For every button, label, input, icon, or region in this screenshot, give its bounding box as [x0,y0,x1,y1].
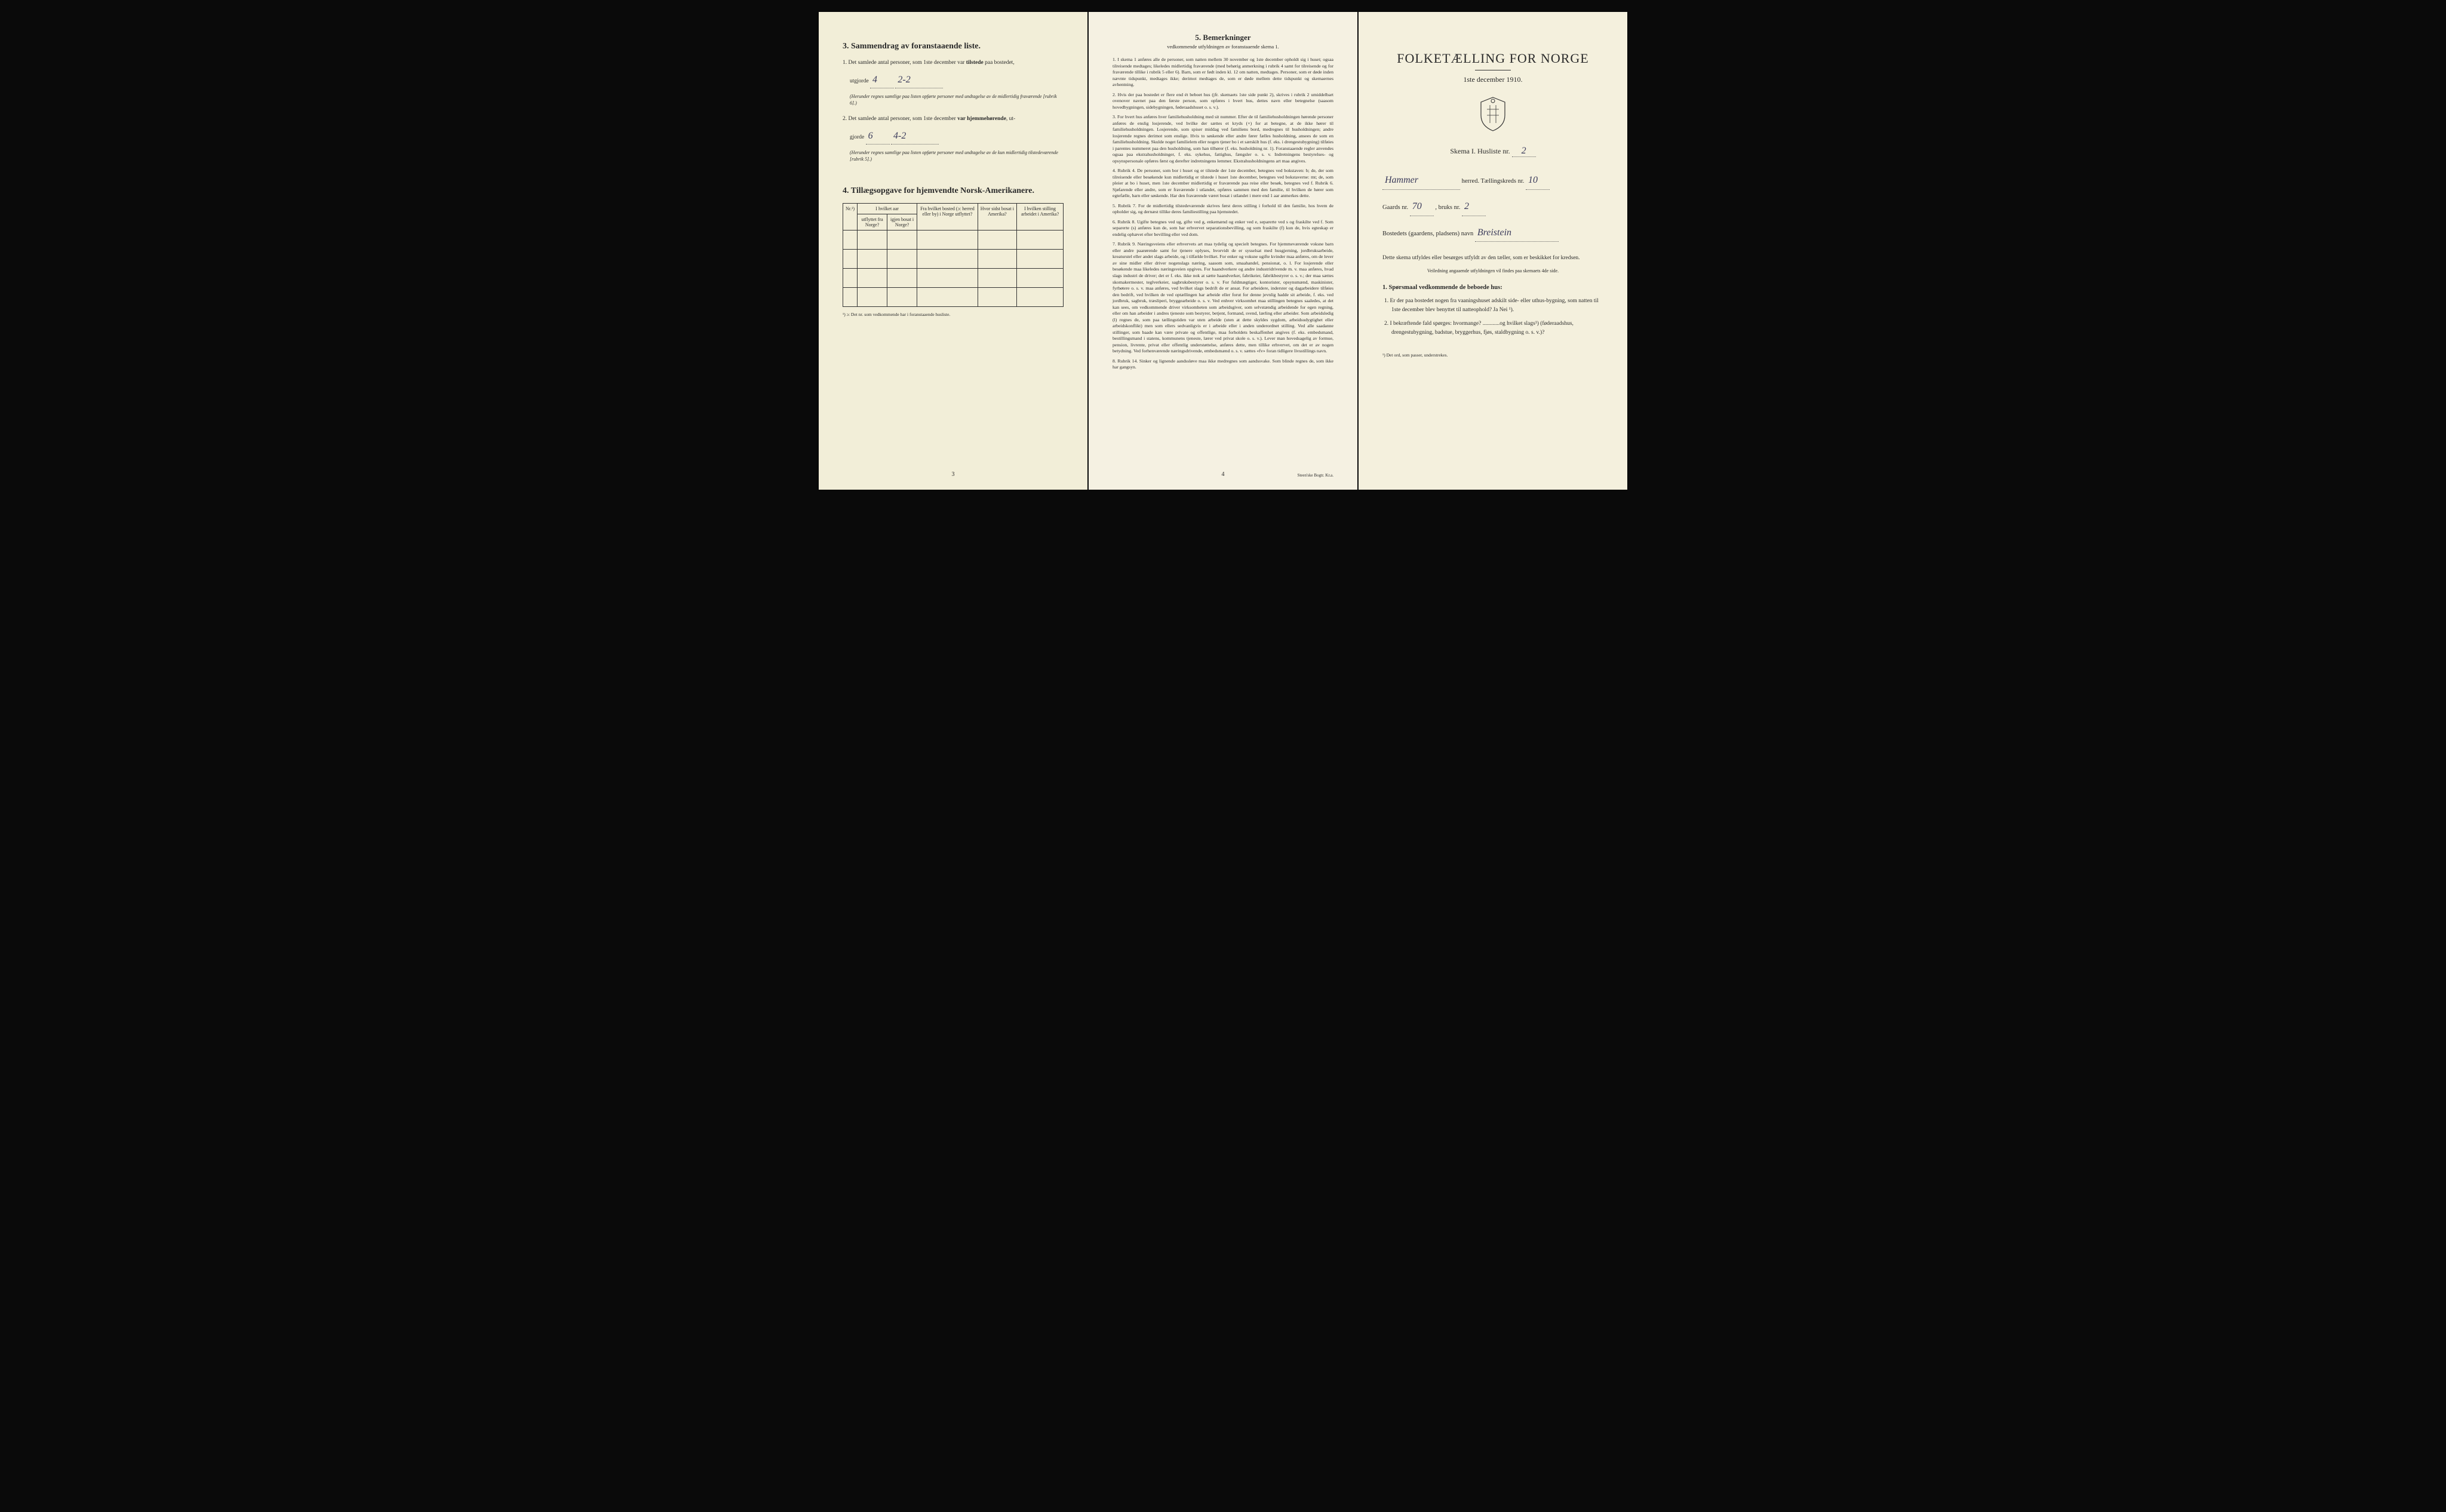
item-1-note: (Herunder regnes samtlige paa listen opf… [850,93,1064,106]
remark-item: 2. Hvis der paa bostedet er flere end ét… [1113,92,1333,111]
skema-line: Skema I. Husliste nr. 2 [1382,146,1603,157]
remark-item: 4. Rubrik 4. De personer, som bor i huse… [1113,168,1333,199]
page-number: 4 [1222,471,1225,478]
item-1: 1. Det samlede antal personer, som 1ste … [843,59,1064,67]
table-row [843,288,1064,307]
question-2: 2. I bekræftende fald spørges: hvormange… [1391,319,1603,337]
description: Dette skema utfyldes eller besørges utfy… [1382,254,1603,263]
section-4-title: 4. Tillægsopgave for hjemvendte Norsk-Am… [843,186,1064,196]
table-row [843,269,1064,288]
remark-item: 6. Rubrik 8. Ugifte betegnes ved ug, gif… [1113,219,1333,238]
remark-item: 3. For hvert hus anføres hver familiehus… [1113,114,1333,164]
question-1: 1. Er der paa bostedet nogen fra vaaning… [1391,297,1603,315]
question-heading: 1. Spørsmaal vedkommende de beboede hus: [1382,284,1603,291]
census-date: 1ste december 1910. [1382,75,1603,84]
gaards-row: Gaards nr. 70 , bruks nr. 2 [1382,198,1603,216]
page-4: 5. Bemerkninger vedkommende utfyldningen… [1089,12,1357,490]
page-1-title: FOLKETÆLLING FOR NORGE 1ste december 191… [1359,12,1627,490]
underline-note: ¹) Det ord, som passer, understrekes. [1382,352,1603,358]
remarks-list: 1. I skema 1 anføres alle de personer, s… [1113,57,1333,371]
remark-item: 1. I skema 1 anføres alle de personer, s… [1113,57,1333,88]
page-number: 3 [952,471,955,478]
emigrant-table: Nr.¹) I hvilket aar Fra hvilket bosted (… [843,203,1064,307]
remark-item: 8. Rubrik 14. Sinker og lignende aandssl… [1113,358,1333,371]
th-aar: I hvilket aar [858,204,917,214]
table-footnote: ¹) ɔ: Det nr. som vedkommende har i fora… [843,312,1064,317]
item-2-note: (Herunder regnes samtlige paa listen opf… [850,149,1064,162]
th-nr: Nr.¹) [843,204,858,231]
guide-text: Veiledning angaaende utfyldningen vil fi… [1382,268,1603,273]
th-bosted: Fra hvilket bosted (ɔ: herred eller by) … [917,204,978,231]
remarks-subtitle: vedkommende utfyldningen av foranstaaend… [1113,44,1333,50]
bosted-row: Bostedets (gaardens, pladsens) navn Brei… [1382,225,1603,242]
document-spread: 3. Sammendrag av foranstaaende liste. 1.… [819,12,1627,490]
th-igjen: igjen bosat i Norge? [887,214,917,231]
coat-of-arms-icon [1382,96,1603,134]
section-3-title: 3. Sammendrag av foranstaaende liste. [843,42,1064,51]
item-2-value: gjorde 6 4-2 [850,128,1064,145]
printer-mark: Steen'ske Bogtr. Kr.a. [1297,473,1333,478]
table-row [843,250,1064,269]
remark-item: 7. Rubrik 9. Næringsveiens eller erhverv… [1113,241,1333,354]
table-row [843,231,1064,250]
item-1-value: utgjorde 4 2-2 [850,72,1064,88]
item-2: 2. Det samlede antal personer, som 1ste … [843,115,1064,124]
page-3: 3. Sammendrag av foranstaaende liste. 1.… [819,12,1087,490]
census-title: FOLKETÆLLING FOR NORGE [1382,51,1603,66]
herred-row: Hammer herred. Tællingskreds nr. 10 [1382,172,1603,190]
th-stilling: I hvilken stilling arbeidet i Amerika? [1017,204,1064,231]
th-utflyttet: utflyttet fra Norge? [858,214,887,231]
th-sidst: Hvor sidst bosat i Amerika? [978,204,1016,231]
remarks-title: 5. Bemerkninger [1113,33,1333,42]
remark-item: 5. Rubrik 7. For de midlertidig tilstede… [1113,203,1333,216]
